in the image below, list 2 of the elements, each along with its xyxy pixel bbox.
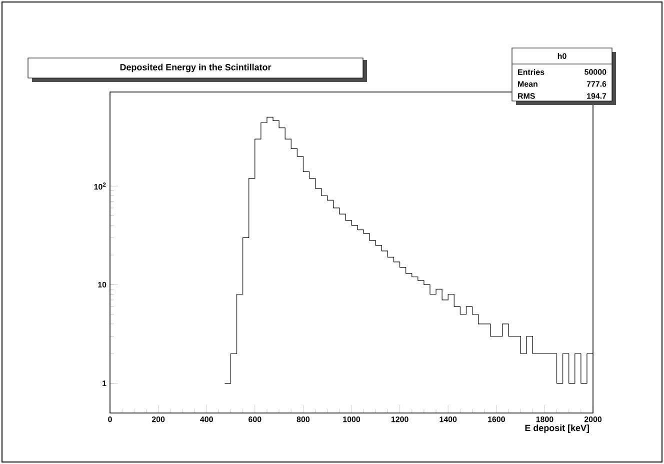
chart-title: Deposited Energy in the Scintillator — [120, 64, 272, 72]
x-axis-title: E deposit [keV] — [525, 424, 589, 433]
